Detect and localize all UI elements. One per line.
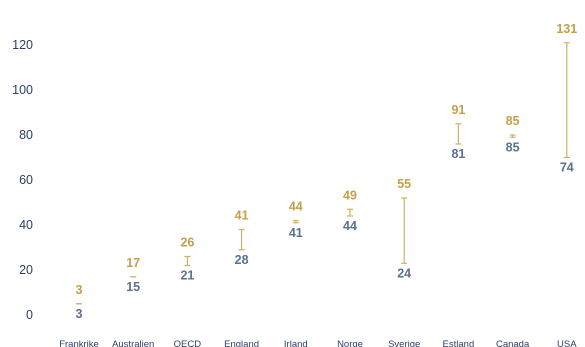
value-label-low: 85 [506,140,520,154]
category-label: Sverige [388,339,420,347]
value-label-high: 91 [451,103,465,117]
category-label: Australien [112,339,154,347]
value-label-high: 41 [235,209,249,223]
y-tick-label: 60 [19,173,33,187]
value-label-high: 44 [289,200,303,214]
y-axis-ticks: 0 20 40 60 80 100 120 [12,38,33,322]
range-bar [347,208,353,217]
category-label: Frankrike [59,339,99,347]
range-bars [76,42,570,305]
y-tick-label: 20 [19,263,33,277]
y-tick-label: 80 [19,128,33,142]
category-labels: Frankrike Australien OECD England Irland Norg… [59,339,577,347]
value-labels: 3 3 17 15 26 21 41 28 44 41 49 44 55 24 91 81 85 85 131 74 [76,22,578,321]
value-label-low: 44 [343,219,357,233]
range-bar [455,123,462,145]
value-label-high: 131 [556,22,577,36]
value-label-low: 24 [397,266,411,280]
value-label-low: 41 [289,226,303,240]
y-tick-label: 120 [12,38,33,52]
category-label: England [224,339,259,347]
value-label-high: 17 [126,256,140,270]
range-bar [292,219,299,224]
value-label-low: 3 [76,307,83,321]
value-label-low: 28 [235,253,249,267]
range-bar [509,134,516,138]
value-label-low: 74 [560,161,574,175]
range-bar [184,255,191,267]
category-label: Canada [496,339,530,347]
range-bar [401,197,408,264]
value-label-high: 85 [506,114,520,128]
value-label-high: 49 [343,188,357,202]
value-label-low: 81 [451,147,465,161]
value-label-low: 15 [126,280,140,294]
y-tick-label: 0 [26,308,33,322]
value-label-low: 21 [180,269,194,283]
y-tick-label: 100 [12,83,33,97]
range-bar [563,42,570,159]
value-label-high: 55 [397,177,411,191]
value-label-high: 26 [180,236,194,250]
category-label: USA [557,339,577,347]
category-label: Estland [443,339,475,347]
category-label: Norge [337,339,363,347]
range-bar [238,228,245,251]
category-label: OECD [174,339,202,347]
category-label: Irland [284,339,308,347]
value-label-high: 3 [76,283,83,297]
y-tick-label: 40 [19,218,33,232]
